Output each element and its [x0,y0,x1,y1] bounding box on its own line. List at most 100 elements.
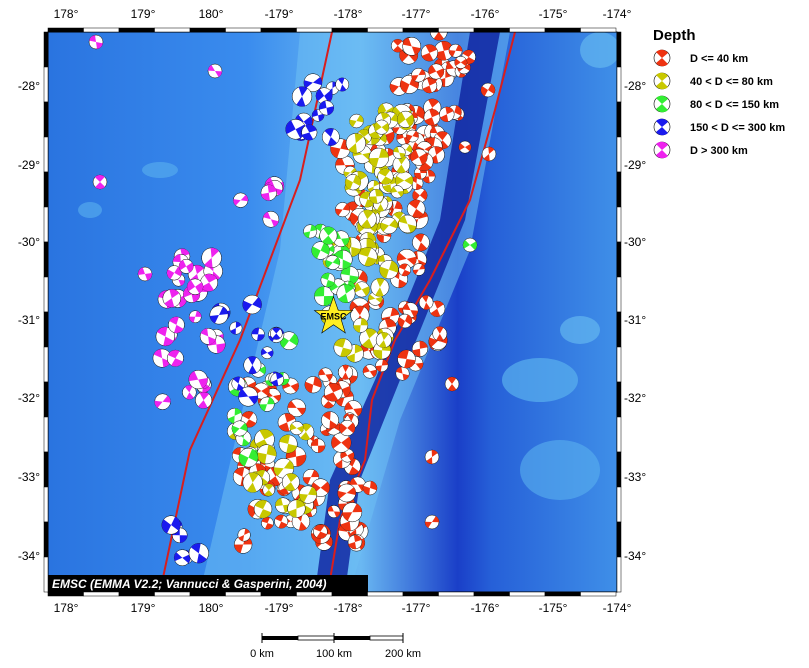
bottom-lon-tick-label: -176° [471,601,500,615]
focal-mechanism-icon [375,332,392,349]
focal-mechanism-icon [318,367,333,382]
focal-mechanism-icon [303,224,318,239]
focal-mechanism-icon [418,295,434,310]
credit-box: EMSC (EMMA V2.2; Vannucci & Gasperini, 2… [48,575,368,592]
focal-mechanism-icon [287,499,306,518]
beachball-intermediate-shallow-icon [653,72,671,90]
top-lon-tick-label: -174° [603,7,632,21]
focal-mechanism-icon [324,383,343,402]
legend-item-label: 150 < D <= 300 km [690,122,785,134]
focal-mechanism-icon [397,349,416,369]
beachball-intermediate-icon [653,95,671,113]
focal-mechanism-icon [173,549,191,567]
left-lat-tick-label: -34° [18,549,40,563]
bottom-lon-tick-label: -175° [539,601,568,615]
focal-mechanism-icon [353,281,370,298]
focal-mechanism-icon [398,263,412,277]
left-lat-tick-label: -29° [18,158,40,172]
focal-mechanism-icon [420,44,438,62]
focal-mechanism-icon [333,338,353,357]
top-lon-tick-label: 179° [131,7,156,21]
bottom-lon-tick-label: 180° [199,601,224,615]
focal-mechanism-icon [303,73,323,92]
focal-mechanism-icon [168,316,185,334]
focal-mechanism-icon [238,447,259,468]
focal-mechanism-icon [188,543,209,564]
focal-mechanism-icon [368,147,389,168]
focal-mechanism-icon [238,386,259,407]
top-lon-tick-label: -178° [334,7,363,21]
focal-mechanism-icon [262,210,280,228]
focal-mechanism-icon [270,327,283,340]
focal-mechanism-icon [406,199,426,219]
focal-mechanism-icon [448,43,463,58]
focal-mechanism-icon [285,119,306,140]
focal-mechanism-icon [429,32,448,41]
focal-mechanism-icon [166,265,182,281]
focal-mechanism-icon [462,237,478,253]
focal-mechanism-icon [279,331,299,351]
top-lon-tick-label: -179° [265,7,294,21]
focal-mechanism-icon [201,247,222,269]
focal-mechanism-icon [397,110,415,128]
beachball-very-deep-icon [653,141,671,159]
focal-mechanism-icon [421,77,438,94]
focal-mechanism-icon [154,393,171,410]
focal-mechanism-icon [162,289,182,308]
focal-mechanism-icon [260,346,274,360]
focal-mechanism-icon [331,432,352,453]
focal-mechanism-icon [335,202,351,218]
focal-mechanism-icon [242,294,262,315]
focal-mechanism-icon [88,34,104,50]
focal-mechanism-icon [439,106,455,122]
focal-mechanism-icon [137,266,153,282]
focal-mechanism-icon [336,284,356,304]
bottom-lon-tick-label: -177° [402,601,431,615]
focal-mechanism-icon [390,185,404,199]
focal-mechanism-icon [432,326,448,342]
top-lon-tick-label: 180° [199,7,224,21]
bottom-lon-tick-label: -178° [334,601,363,615]
focal-mechanism-icon [320,272,336,288]
focal-mechanism-icon [315,87,333,105]
top-lon-tick-label: 178° [54,7,79,21]
focal-mechanism-icon [458,140,472,154]
focal-mechanism-icon [231,420,248,437]
focal-mechanism-icon [186,278,204,295]
beachball-shallow-icon [653,49,671,67]
focal-mechanism-icon [398,214,417,234]
focal-mechanism-icon [318,100,335,116]
focal-mechanism-icon [229,321,243,335]
focal-mechanism-icon [410,148,428,166]
focal-mechanism-icon [270,372,284,387]
focal-mechanism-icon [259,396,275,412]
focal-mechanism-icon [291,86,313,107]
focal-mechanism-icon [362,364,377,379]
focal-mechanism-icon [358,247,378,267]
legend-title: Depth [653,27,696,44]
focal-mechanism-icon [314,286,334,307]
focal-mechanism-icon [480,82,496,98]
focal-mechanism-icon [92,174,108,190]
focal-mechanism-icon [289,421,304,436]
focal-mechanism-icon [251,327,265,342]
focal-mechanism-icon [253,499,273,519]
focal-mechanism-icon [345,133,366,154]
focal-mechanism-icon [411,67,426,83]
focal-mechanism-icon [188,370,208,390]
beachball-deep-icon [653,118,671,136]
focal-mechanism-icon [362,480,378,496]
focal-mechanism-icon [454,55,468,69]
scale-bar: 0 km 100 km 200 km [250,633,421,660]
focal-mechanism-icon [199,328,217,345]
left-lat-tick-label: -31° [18,313,40,327]
focal-mechanism-icon [391,38,405,53]
top-lon-tick-label: -176° [471,7,500,21]
axis-labels: 178° 179° 180° -179° -178° -177° -176° -175° -17… [18,7,647,615]
focal-mechanism-icon [209,305,229,325]
focal-mechanism-icon [311,241,330,260]
focal-mechanism-icon [298,485,318,504]
top-lon-tick-label: -177° [402,7,431,21]
left-lat-tick-label: -32° [18,391,40,405]
right-lat-tick-label: -28° [624,79,646,93]
